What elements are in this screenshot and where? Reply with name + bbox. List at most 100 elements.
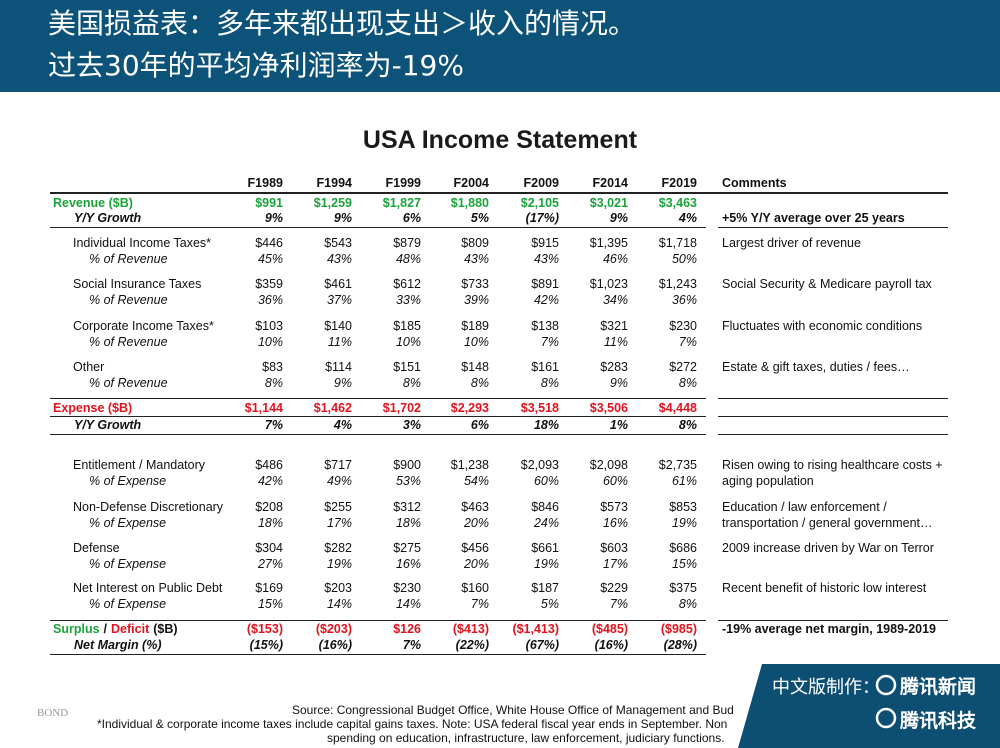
growth-label: Y/Y Growth bbox=[74, 211, 142, 225]
cell: $103 bbox=[255, 319, 283, 333]
cell: 8% bbox=[264, 376, 283, 390]
cell: 8% bbox=[678, 597, 697, 611]
header-banner: 美国损益表：多年来都出现支出＞收入的情况。 过去30年的平均净利润率为-19% bbox=[0, 0, 1000, 92]
cell: 8% bbox=[678, 376, 697, 390]
comment: Social Security & Medicare payroll tax bbox=[722, 277, 932, 291]
note: spending on education, infrastructure, l… bbox=[327, 731, 725, 745]
cell: $3,506 bbox=[589, 401, 628, 415]
cell: 34% bbox=[602, 293, 628, 307]
cell: $1,259 bbox=[313, 196, 352, 210]
share-label: % of Expense bbox=[89, 557, 167, 571]
cell: 19% bbox=[533, 557, 559, 571]
cell: $456 bbox=[461, 541, 489, 555]
cell: $185 bbox=[393, 319, 421, 333]
cell: $126 bbox=[393, 622, 421, 636]
cell: 15% bbox=[671, 557, 697, 571]
cell: $573 bbox=[600, 500, 628, 514]
cell: 61% bbox=[671, 474, 697, 488]
cell: $2,735 bbox=[658, 458, 697, 472]
share-label: % of Expense bbox=[89, 597, 167, 611]
cell: $161 bbox=[531, 360, 559, 374]
cell: 18% bbox=[533, 418, 559, 432]
header-line: 美国损益表：多年来都出现支出＞收入的情况。 bbox=[48, 7, 637, 40]
cell: $312 bbox=[393, 500, 421, 514]
cell: 8% bbox=[678, 418, 697, 432]
cell: $1,144 bbox=[244, 401, 283, 415]
cell: 9% bbox=[333, 211, 352, 225]
badge-brand: 腾讯新闻 bbox=[900, 676, 977, 698]
cell: 42% bbox=[257, 474, 283, 488]
cell: 4% bbox=[333, 418, 352, 432]
badge-text: 中文版制作： bbox=[772, 677, 880, 698]
cell: 48% bbox=[395, 252, 421, 266]
cell: $1,718 bbox=[658, 236, 697, 250]
cell: ($153) bbox=[246, 622, 283, 636]
share-label: % of Revenue bbox=[89, 252, 168, 266]
cell: (67%) bbox=[525, 638, 559, 652]
cell: 54% bbox=[463, 474, 489, 488]
cell: 60% bbox=[533, 474, 559, 488]
cell: $915 bbox=[531, 236, 559, 250]
cell: $359 bbox=[255, 277, 283, 291]
share-label: % of Revenue bbox=[89, 376, 168, 390]
row-label: Social Insurance Taxes bbox=[73, 277, 202, 291]
cell: 50% bbox=[671, 252, 697, 266]
cell: $169 bbox=[255, 581, 283, 595]
section-label: Revenue ($B) bbox=[53, 196, 133, 210]
cell: 43% bbox=[463, 252, 489, 266]
cell: 49% bbox=[326, 474, 352, 488]
cell: $282 bbox=[324, 541, 352, 555]
cell: $321 bbox=[600, 319, 628, 333]
surplus-label-part: Surplus bbox=[53, 622, 100, 636]
cell: 7% bbox=[540, 335, 559, 349]
cell: 8% bbox=[470, 376, 489, 390]
row-label: Non-Defense Discretionary bbox=[73, 500, 224, 514]
surplus-label-part: ($B) bbox=[153, 622, 178, 636]
comment: transportation / general government… bbox=[722, 516, 933, 530]
cell: $891 bbox=[531, 277, 559, 291]
column-header: F2009 bbox=[523, 176, 559, 190]
cell: $140 bbox=[324, 319, 352, 333]
cell: 15% bbox=[257, 597, 283, 611]
column-header: F2004 bbox=[453, 176, 489, 190]
cell: $1,238 bbox=[450, 458, 489, 472]
cell: $151 bbox=[393, 360, 421, 374]
cell: 10% bbox=[257, 335, 283, 349]
cell: $463 bbox=[461, 500, 489, 514]
cell: 6% bbox=[402, 211, 421, 225]
cell: 37% bbox=[326, 293, 352, 307]
cell: $230 bbox=[393, 581, 421, 595]
column-header: Comments bbox=[722, 176, 787, 190]
cell: 16% bbox=[602, 516, 628, 530]
cell: 20% bbox=[463, 516, 489, 530]
cell: $809 bbox=[461, 236, 489, 250]
cell: 10% bbox=[395, 335, 421, 349]
cell: (28%) bbox=[663, 638, 697, 652]
surplus-label-part: / bbox=[103, 622, 108, 636]
cell: 43% bbox=[326, 252, 352, 266]
row-label: Net Interest on Public Debt bbox=[73, 581, 223, 595]
cell: 1% bbox=[609, 418, 628, 432]
cell: $2,093 bbox=[520, 458, 559, 472]
cell: $603 bbox=[600, 541, 628, 555]
cell: $275 bbox=[393, 541, 421, 555]
badge-brand: 腾讯科技 bbox=[900, 710, 977, 732]
cell: (16%) bbox=[594, 638, 628, 652]
comment: 2009 increase driven by War on Terror bbox=[722, 541, 934, 555]
cell: (22%) bbox=[455, 638, 489, 652]
comment: Largest driver of revenue bbox=[722, 236, 861, 250]
cell: 60% bbox=[602, 474, 628, 488]
cell: $2,098 bbox=[589, 458, 628, 472]
cell: $229 bbox=[600, 581, 628, 595]
comment: Recent benefit of historic low interest bbox=[722, 581, 927, 595]
cell: $1,702 bbox=[382, 401, 421, 415]
header-line: 过去30年的平均净利润率为-19% bbox=[48, 49, 464, 82]
rule bbox=[50, 416, 706, 417]
cell: $446 bbox=[255, 236, 283, 250]
cell: $1,023 bbox=[589, 277, 628, 291]
cell: 20% bbox=[463, 557, 489, 571]
cell: $114 bbox=[325, 360, 352, 374]
cell: $900 bbox=[393, 458, 421, 472]
cell: $1,243 bbox=[658, 277, 697, 291]
cell: $543 bbox=[324, 236, 352, 250]
